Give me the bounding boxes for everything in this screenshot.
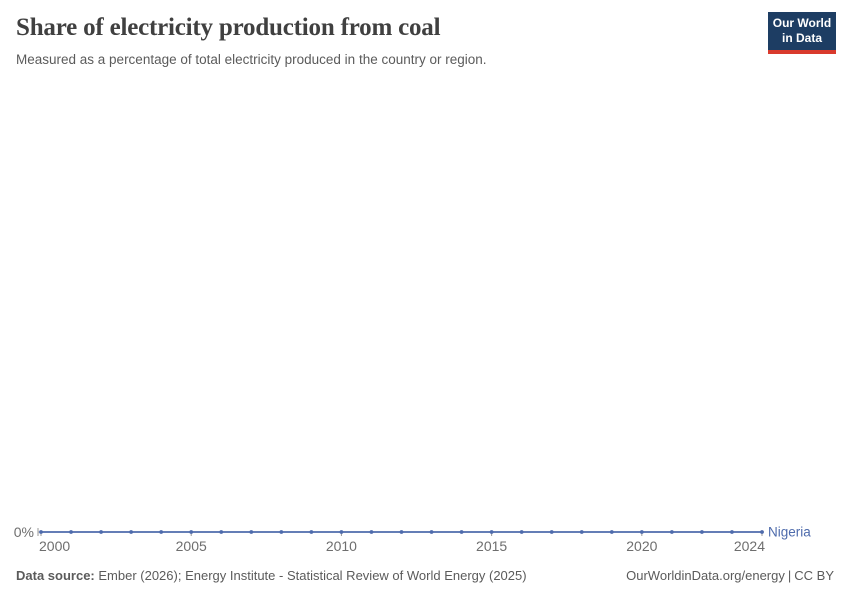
x-axis-tick-label: 2024 xyxy=(734,538,765,554)
chart-footer: Data source: Ember (2026); Energy Instit… xyxy=(16,568,834,583)
owid-url-link[interactable]: OurWorldinData.org/energy xyxy=(626,568,785,583)
data-point[interactable] xyxy=(99,530,103,534)
data-point[interactable] xyxy=(639,530,644,534)
data-point[interactable] xyxy=(579,530,584,534)
owid-logo-line2: in Data xyxy=(781,31,822,45)
data-point[interactable] xyxy=(69,530,73,534)
data-point[interactable] xyxy=(489,530,494,534)
data-point[interactable] xyxy=(669,530,674,534)
data-point[interactable] xyxy=(429,530,434,534)
data-point[interactable] xyxy=(700,530,704,534)
data-point[interactable] xyxy=(129,530,134,534)
x-axis-tick-label: 2000 xyxy=(39,538,70,554)
data-point[interactable] xyxy=(519,530,524,534)
x-axis-tick-label: 2005 xyxy=(176,538,207,554)
data-point[interactable] xyxy=(279,530,284,534)
data-point[interactable] xyxy=(339,530,344,534)
data-point[interactable] xyxy=(309,530,314,534)
x-axis-tick-label: 2010 xyxy=(326,538,357,554)
data-source-note: Data source: Ember (2026); Energy Instit… xyxy=(16,568,527,583)
data-point[interactable] xyxy=(219,530,224,534)
x-axis-tick-label: 2015 xyxy=(476,538,507,554)
footer-separator: | xyxy=(787,568,792,583)
chart-title: Share of electricity production from coa… xyxy=(16,14,441,41)
x-axis-tick-label: 2020 xyxy=(626,538,657,554)
data-point[interactable] xyxy=(399,530,404,534)
data-point[interactable] xyxy=(189,530,194,534)
data-point[interactable] xyxy=(459,530,464,534)
data-point[interactable] xyxy=(159,530,164,534)
owid-logo[interactable]: Our World in Data xyxy=(768,12,836,54)
owid-logo-line1: Our World xyxy=(772,16,832,30)
cc-by-link[interactable]: CC BY xyxy=(794,568,834,583)
data-point[interactable] xyxy=(249,530,254,534)
chart-subtitle: Measured as a percentage of total electr… xyxy=(16,52,487,67)
data-source-label: Data source: xyxy=(16,568,95,583)
footer-license: OurWorldinData.org/energy | CC BY xyxy=(626,568,834,583)
data-source-text: Ember (2026); Energy Institute - Statist… xyxy=(94,568,527,583)
data-point[interactable] xyxy=(609,530,614,534)
data-point[interactable] xyxy=(39,530,43,534)
y-axis-tick-label: 0% xyxy=(14,524,34,540)
series-entity-label[interactable]: Nigeria xyxy=(768,525,811,540)
data-point[interactable] xyxy=(549,530,554,534)
data-point[interactable] xyxy=(369,530,374,534)
data-point[interactable] xyxy=(760,530,764,534)
data-point[interactable] xyxy=(730,530,734,534)
